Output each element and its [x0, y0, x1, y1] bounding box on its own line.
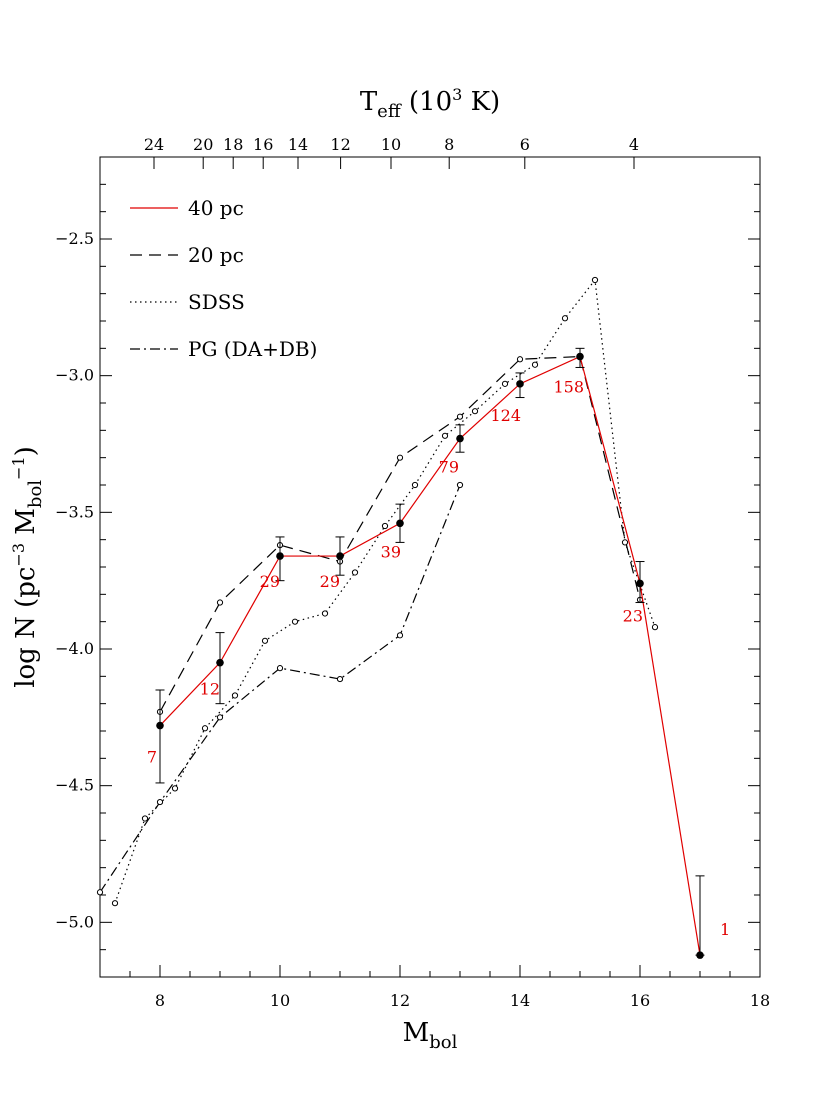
top-tick-label: 14	[288, 135, 308, 154]
data-point	[321, 610, 329, 617]
top-axis-title: Teff (103 K)	[360, 85, 500, 122]
x-tick-label: 18	[750, 991, 770, 1010]
data-point	[396, 454, 404, 461]
data-point	[216, 658, 224, 667]
data-point	[411, 481, 419, 489]
legend-label: 40 pc	[188, 196, 244, 220]
data-point	[531, 361, 539, 368]
data-point	[591, 276, 599, 284]
series-line	[114, 278, 656, 904]
data-point	[516, 380, 524, 388]
data-point	[651, 624, 659, 631]
data-point	[561, 315, 569, 322]
data-point	[156, 798, 164, 806]
data-point	[456, 413, 464, 420]
data-point	[456, 434, 464, 443]
count-label: 29	[320, 572, 340, 591]
data-point	[201, 725, 209, 732]
data-point	[231, 692, 239, 699]
x-tick-label: 8	[155, 991, 165, 1010]
top-tick-label: 18	[223, 135, 243, 154]
data-point	[171, 785, 179, 792]
top-tick-label: 4	[629, 135, 639, 154]
axes: 8 10 12 14 16 18−2.5−3.0−3.5−4.0−4.5−5.024 20 1…	[55, 135, 770, 1010]
axis-titles: Mbol Teff (103 K) log N (pc−3 Mbol−1)	[9, 85, 500, 1053]
data-point	[276, 552, 284, 560]
top-tick-label: 8	[444, 135, 454, 154]
data-point	[216, 714, 224, 721]
top-tick-label: 10	[381, 135, 401, 154]
top-tick-label: 6	[520, 135, 530, 154]
count-label: 124	[490, 406, 521, 425]
x-tick-label: 12	[390, 991, 410, 1010]
data-point	[381, 522, 389, 530]
data-point	[291, 618, 299, 625]
count-label: 39	[381, 542, 401, 561]
data-point	[156, 721, 164, 730]
series-pg-da-db	[96, 481, 464, 896]
series-line	[159, 355, 701, 956]
plot-frame	[99, 156, 761, 978]
data-point	[636, 579, 644, 588]
count-label: 29	[260, 572, 280, 591]
data-point	[471, 408, 479, 415]
y-tick-label: −2.5	[55, 229, 94, 248]
legend-item: SDSS	[130, 290, 245, 314]
data-point	[336, 552, 344, 560]
data-point	[696, 951, 704, 959]
data-point	[396, 632, 404, 639]
x-tick-label: 10	[270, 991, 290, 1010]
count-label: 12	[200, 680, 220, 699]
x-tick-label: 14	[510, 991, 530, 1010]
data-point	[456, 481, 464, 489]
data-point	[276, 665, 284, 672]
data-point	[396, 519, 404, 528]
data-point	[216, 599, 224, 606]
legend-label: SDSS	[188, 290, 245, 314]
top-tick-label: 24	[144, 135, 164, 154]
y-tick-label: −3.0	[55, 366, 94, 385]
data-point	[501, 380, 509, 387]
data-point	[336, 675, 344, 683]
y-tick-label: −5.0	[55, 912, 94, 931]
data-point	[111, 900, 119, 907]
count-label: 7	[147, 748, 157, 767]
y-axis-title: log N (pc−3 Mbol−1)	[9, 446, 46, 688]
legend-item: 20 pc	[130, 243, 244, 267]
legend: 40 pc 20 pc SDSS PG (DA+DB)	[130, 196, 317, 361]
count-label: 158	[553, 378, 584, 397]
data-point	[261, 637, 269, 644]
x-axis-title: Mbol	[403, 1018, 458, 1053]
top-tick-label: 12	[330, 135, 350, 154]
data-point	[141, 815, 149, 822]
data-point	[516, 356, 524, 363]
data-point	[351, 569, 359, 576]
series-layer: 7 12 29 29 39 79 124 158 23 1	[96, 276, 730, 959]
data-point	[441, 432, 449, 439]
legend-label: PG (DA+DB)	[188, 337, 317, 361]
data-point	[576, 352, 584, 361]
top-tick-label: 20	[193, 135, 213, 154]
series-40-pc: 7 12 29 29 39 79 124 158 23 1	[147, 347, 730, 959]
y-tick-label: −4.0	[55, 639, 94, 658]
legend-item: PG (DA+DB)	[130, 337, 317, 361]
legend-label: 20 pc	[188, 243, 244, 267]
data-point	[96, 889, 104, 896]
x-tick-label: 16	[630, 991, 650, 1010]
y-tick-label: −4.5	[55, 776, 94, 795]
data-point	[621, 539, 629, 546]
count-label: 79	[439, 458, 459, 477]
legend-item: 40 pc	[130, 196, 244, 220]
count-label: 23	[623, 606, 643, 625]
series-sdss	[111, 276, 659, 907]
y-tick-label: −3.5	[55, 502, 94, 521]
count-label: 1	[720, 920, 730, 939]
top-tick-label: 16	[253, 135, 273, 154]
